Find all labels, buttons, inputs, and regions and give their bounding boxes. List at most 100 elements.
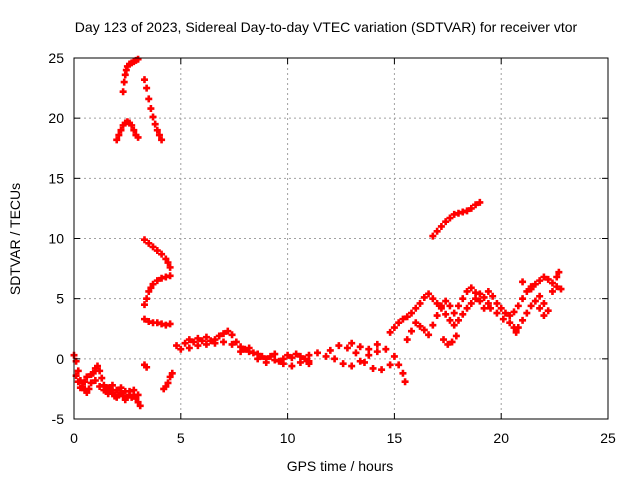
- data-point: [403, 336, 411, 344]
- data-point: [153, 247, 161, 255]
- data-point: [499, 315, 507, 323]
- x-tick-labels: 0 5 10 15 20 25: [70, 430, 616, 446]
- data-point: [130, 386, 138, 394]
- data-point: [433, 227, 441, 235]
- data-point: [386, 328, 394, 336]
- data-point: [130, 126, 138, 134]
- data-point: [531, 280, 539, 288]
- data-point: [185, 336, 193, 344]
- data-point: [119, 88, 127, 96]
- series-descending-arc: [140, 236, 174, 271]
- data-point: [548, 287, 556, 295]
- data-point: [288, 362, 296, 370]
- data-point: [292, 350, 300, 358]
- data-point: [452, 332, 460, 340]
- data-point: [442, 310, 450, 318]
- data-point: [416, 322, 424, 330]
- data-point: [85, 385, 93, 393]
- data-point: [540, 273, 548, 281]
- x-axis-label: GPS time / hours: [287, 458, 394, 474]
- data-point: [425, 331, 433, 339]
- data-point: [185, 344, 193, 352]
- data-point: [493, 309, 501, 317]
- data-point: [158, 250, 166, 258]
- series-main-trace-5to11: [173, 327, 313, 370]
- data-point: [429, 232, 437, 240]
- data-point: [360, 358, 368, 366]
- data-point: [348, 339, 356, 347]
- data-point: [331, 355, 339, 363]
- data-point: [365, 345, 373, 353]
- data-point: [305, 360, 313, 368]
- data-point: [322, 352, 330, 360]
- data-point: [540, 299, 548, 307]
- data-point: [390, 324, 398, 332]
- data-point: [262, 358, 270, 366]
- series-arc-upper-2: [113, 118, 142, 144]
- data-point: [514, 324, 522, 332]
- x-tick-label: 20: [493, 430, 509, 446]
- data-point: [164, 259, 172, 267]
- data-point: [442, 297, 450, 305]
- data-point: [390, 352, 398, 360]
- data-point: [284, 351, 292, 359]
- data-point: [433, 299, 441, 307]
- data-point: [190, 338, 198, 346]
- data-point: [194, 334, 202, 342]
- data-point: [87, 379, 95, 387]
- y-tick-label: 25: [48, 50, 64, 66]
- data-point: [145, 95, 153, 103]
- data-point: [506, 319, 514, 327]
- data-point: [93, 362, 101, 370]
- data-point: [446, 316, 454, 324]
- y-tick-label: 15: [48, 170, 64, 186]
- data-point: [472, 295, 480, 303]
- data-point: [444, 340, 452, 348]
- data-point: [134, 391, 142, 399]
- series-upper-rising-arc: [429, 198, 484, 240]
- data-point: [506, 312, 514, 320]
- data-point: [115, 131, 123, 139]
- data-point: [305, 351, 313, 359]
- series-arc-upper-1: [119, 55, 142, 96]
- data-point: [96, 367, 104, 375]
- chart-title: Day 123 of 2023, Sidereal Day-to-day VTE…: [75, 19, 578, 35]
- data-point: [437, 222, 445, 230]
- data-point: [275, 357, 283, 365]
- data-point: [531, 297, 539, 305]
- data-point: [510, 308, 518, 316]
- data-point: [220, 330, 228, 338]
- data-point: [91, 376, 99, 384]
- data-point: [446, 302, 454, 310]
- data-point: [472, 201, 480, 209]
- y-tick-labels: -5 0 5 10 15 20 25: [48, 50, 64, 427]
- data-point: [407, 327, 415, 335]
- data-point: [463, 304, 471, 312]
- data-point: [153, 126, 161, 134]
- y-tick-label: 5: [56, 291, 64, 307]
- data-point: [98, 374, 106, 382]
- data-point: [382, 345, 390, 353]
- data-point: [149, 280, 157, 288]
- data-point: [467, 299, 475, 307]
- data-point: [76, 384, 84, 392]
- data-point: [339, 360, 347, 368]
- data-point: [232, 338, 240, 346]
- data-point: [134, 133, 142, 141]
- data-point: [202, 333, 210, 341]
- data-point: [512, 328, 520, 336]
- data-point: [425, 290, 433, 298]
- data-point: [527, 285, 535, 293]
- data-point: [136, 402, 144, 410]
- data-point: [202, 340, 210, 348]
- data-point: [314, 349, 322, 357]
- data-point: [403, 313, 411, 321]
- data-point: [173, 342, 181, 350]
- data-point: [416, 299, 424, 307]
- series-early-scatter: [70, 351, 144, 410]
- data-point: [484, 287, 492, 295]
- data-point: [120, 78, 128, 86]
- data-point: [480, 293, 488, 301]
- data-point: [523, 309, 531, 317]
- data-point: [228, 340, 236, 348]
